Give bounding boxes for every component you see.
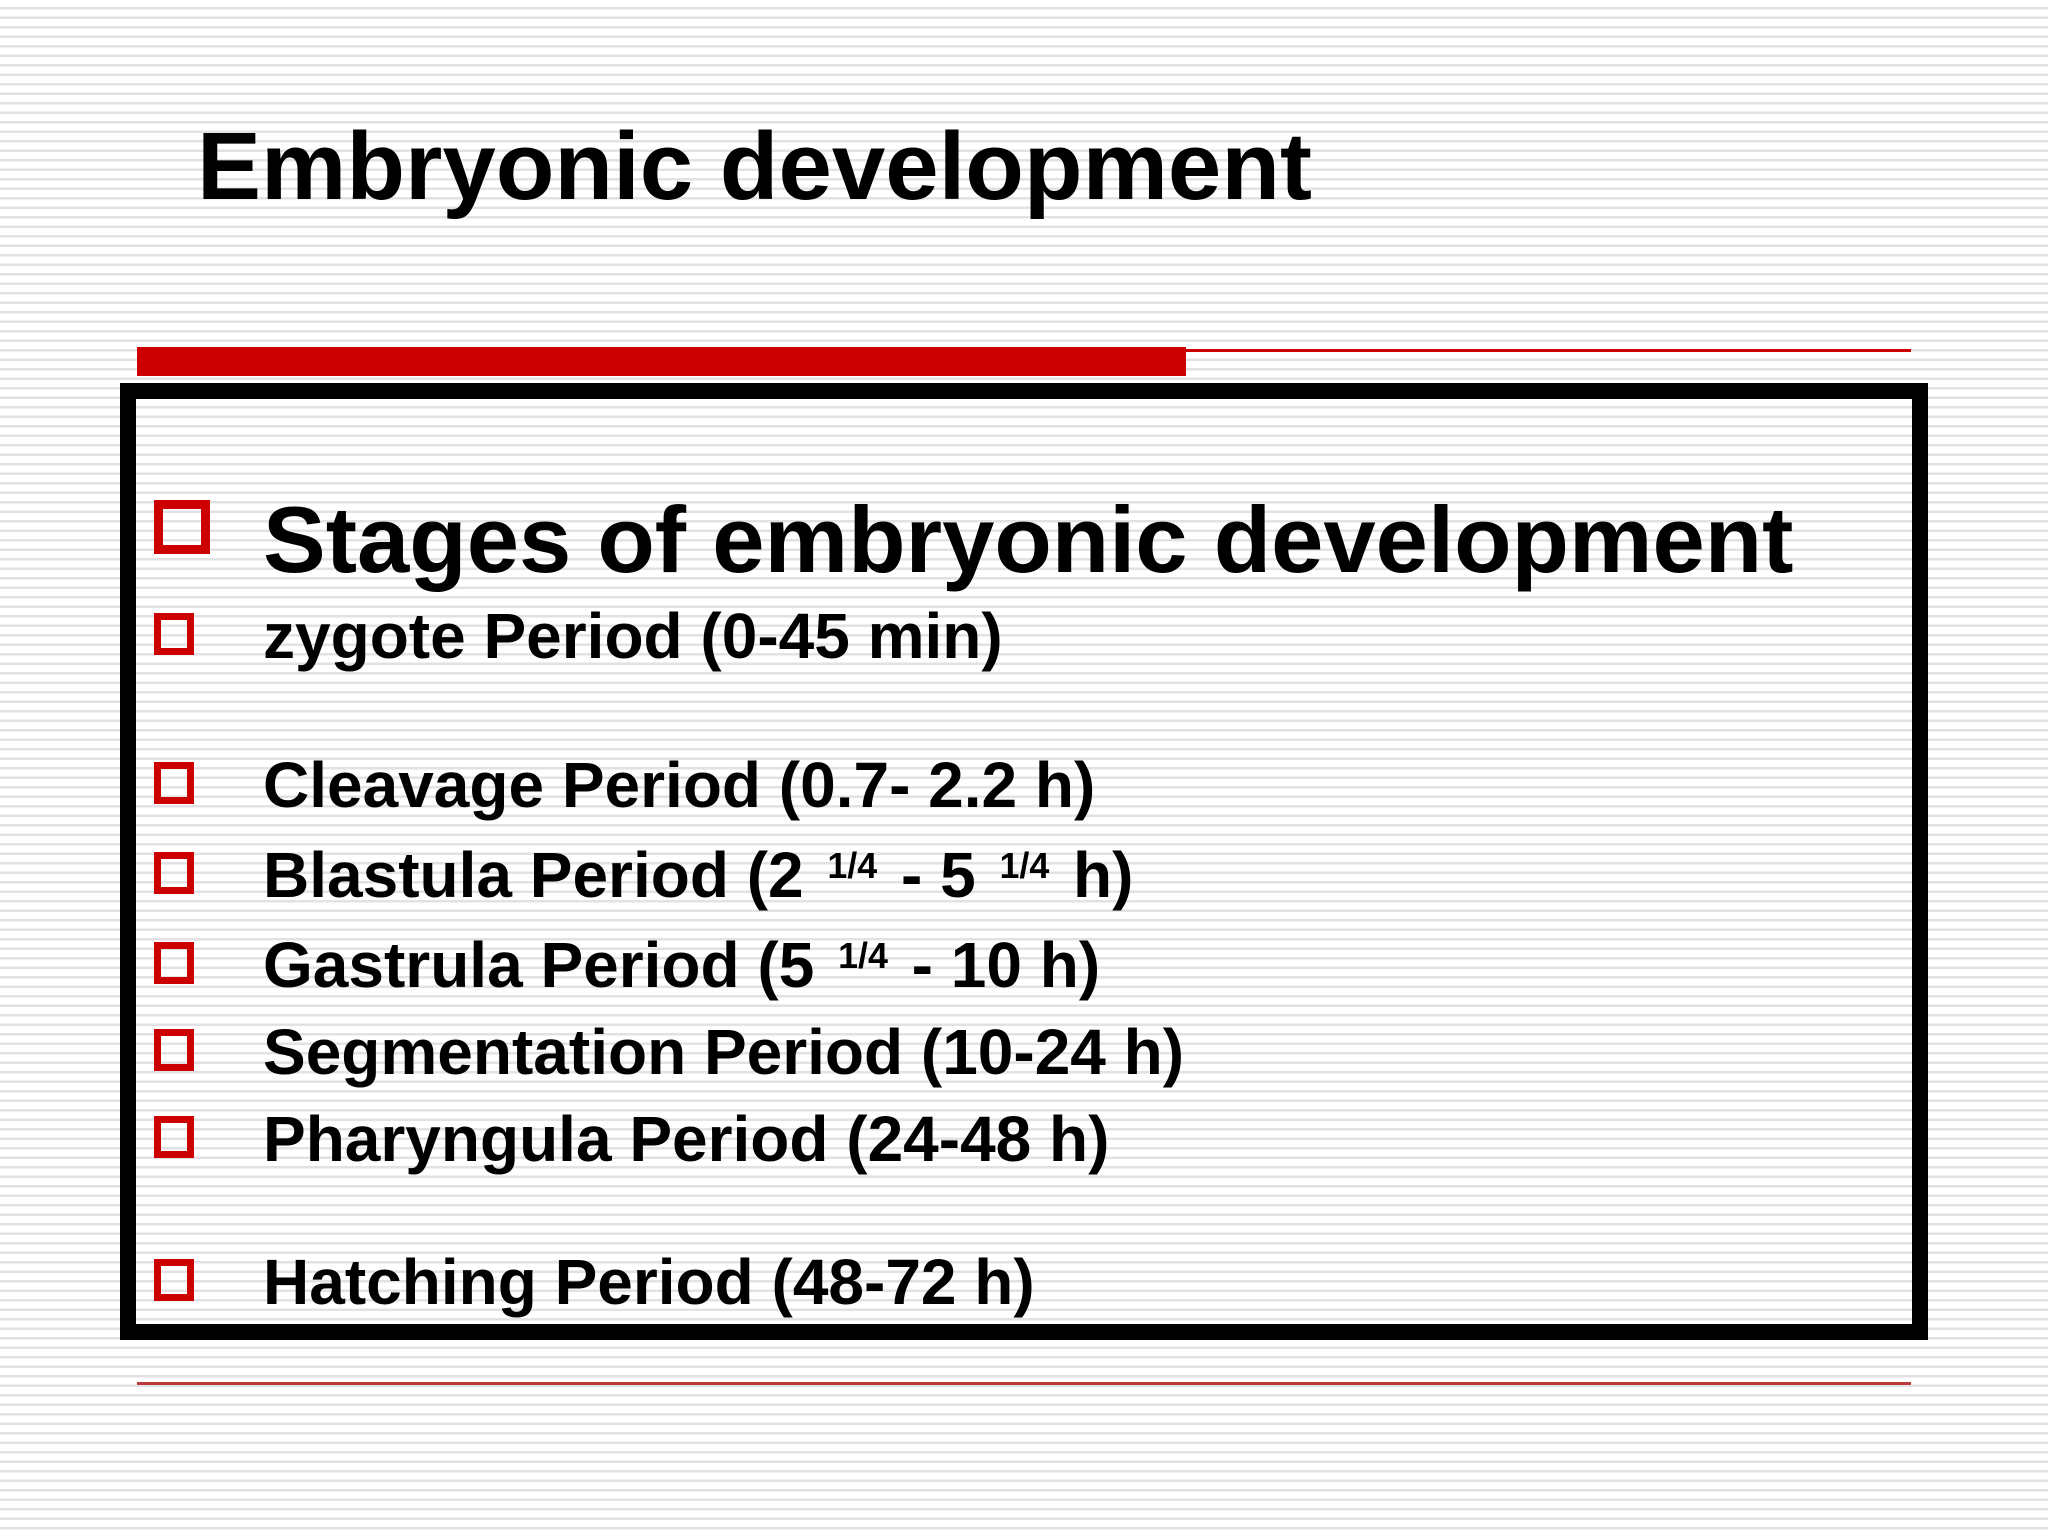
slide-title: Embryonic development <box>197 113 1312 220</box>
stage-label: Gastrula Period (5 1/4 - 10 h) <box>263 929 1101 1001</box>
bullet-square-icon <box>154 1116 194 1158</box>
list-item: Stages of embryonic development <box>154 486 1793 594</box>
content-box <box>120 383 1928 1340</box>
list-item: Blastula Period (2 1/4 - 5 1/4 h) <box>154 837 1133 914</box>
bullet-square-icon <box>154 1029 194 1071</box>
list-item: Segmentation Period (10-24 h) <box>154 1014 1184 1091</box>
list-item: Pharyngula Period (24-48 h) <box>154 1101 1109 1178</box>
bullet-square-icon <box>154 762 194 804</box>
list-item: Gastrula Period (5 1/4 - 10 h) <box>154 927 1100 1004</box>
stage-label: Blastula Period (2 1/4 - 5 1/4 h) <box>263 839 1134 911</box>
list-item: Cleavage Period (0.7- 2.2 h) <box>154 747 1095 824</box>
list-item: zygote Period (0-45 min) <box>154 598 1003 675</box>
stage-label: Cleavage Period (0.7- 2.2 h) <box>263 749 1096 821</box>
stage-label: Stages of embryonic development <box>263 487 1794 592</box>
bullet-square-icon <box>154 942 194 984</box>
stage-label: Pharyngula Period (24-48 h) <box>263 1103 1110 1175</box>
bullet-square-icon <box>154 613 194 655</box>
bullet-square-icon <box>154 500 210 554</box>
stage-label: Hatching Period (48-72 h) <box>263 1246 1035 1318</box>
stage-label: Segmentation Period (10-24 h) <box>263 1016 1185 1088</box>
bullet-square-icon <box>154 852 194 894</box>
accent-rule-bottom <box>137 1382 1911 1385</box>
bullet-square-icon <box>154 1259 194 1301</box>
stage-label: zygote Period (0-45 min) <box>263 600 1003 672</box>
accent-bar <box>137 347 1186 376</box>
list-item: Hatching Period (48-72 h) <box>154 1244 1035 1321</box>
